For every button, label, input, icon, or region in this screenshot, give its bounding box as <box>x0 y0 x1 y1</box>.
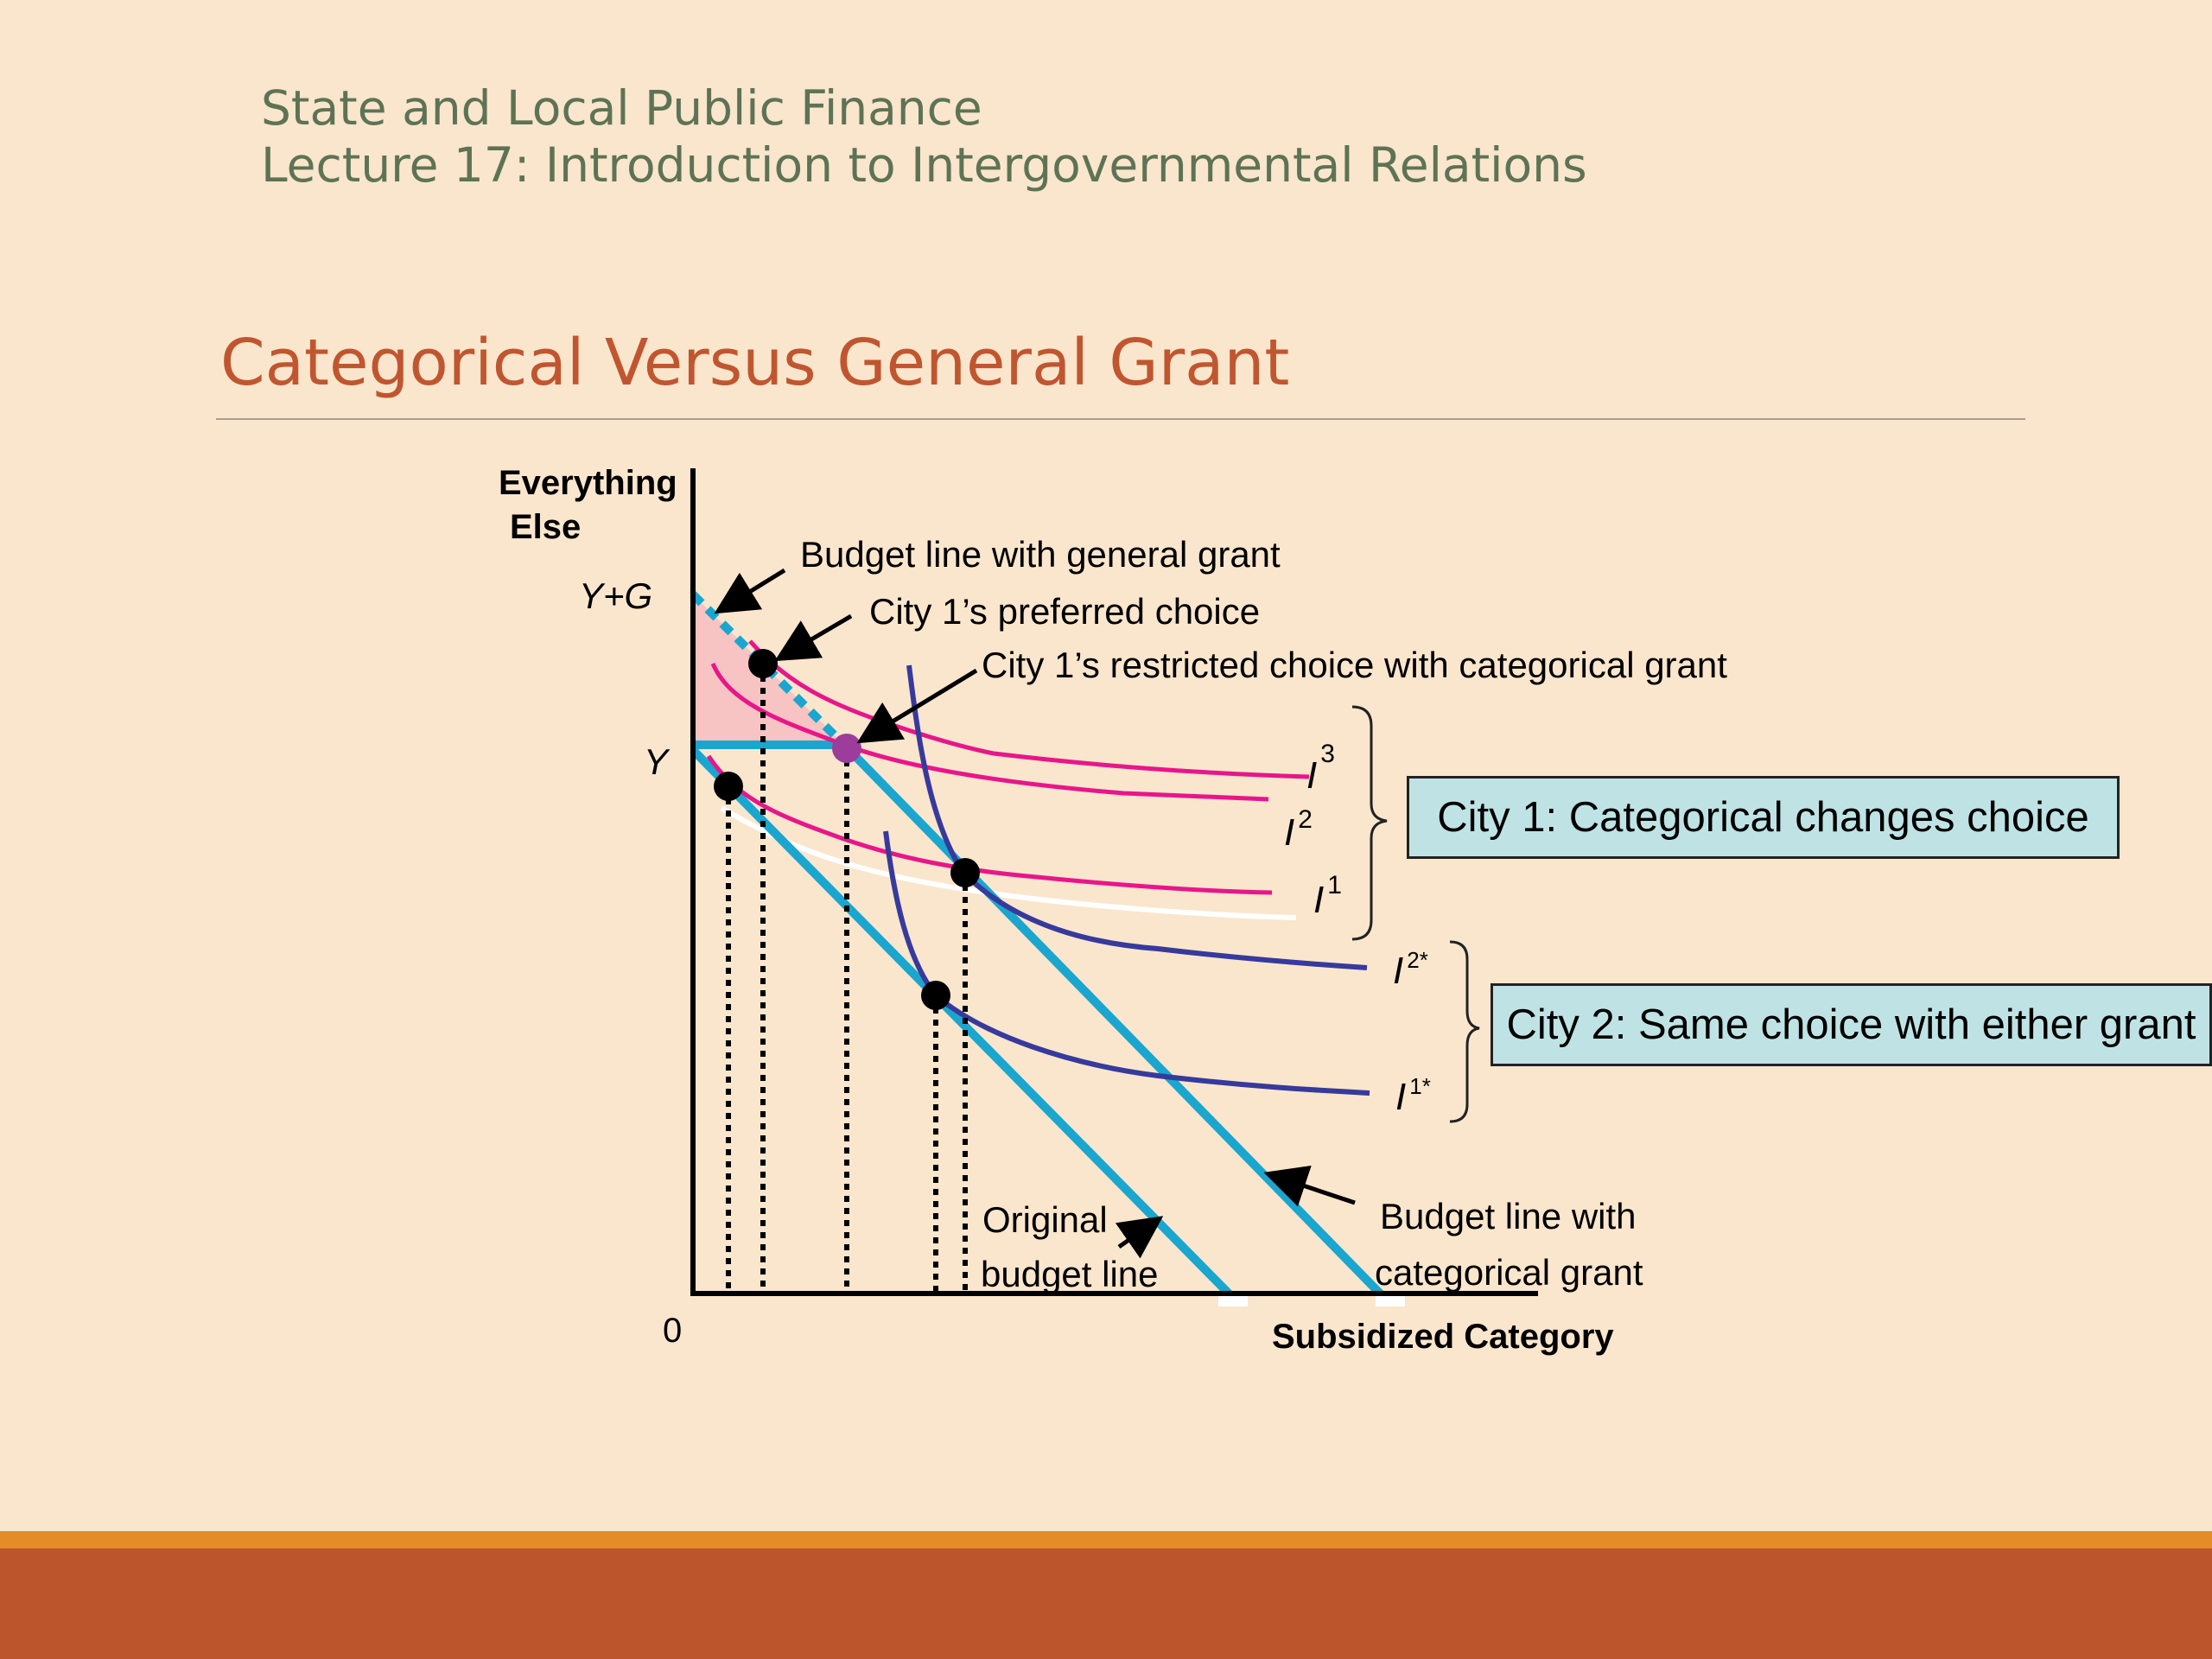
title-divider <box>216 418 2025 420</box>
city2-grant-point <box>950 858 980 887</box>
annotation-original-budget-line1: Original <box>982 1199 1108 1240</box>
city2-brace <box>1449 940 1480 1123</box>
city1-original-point <box>714 772 743 801</box>
course-title: State and Local Public Finance <box>261 80 982 136</box>
annotation-budget-general: Budget line with general grant <box>800 534 1281 575</box>
city2-indifference-curve-i2star <box>906 664 1368 970</box>
lecture-title: Lecture 17: Introduction to Intergovernm… <box>261 137 1587 193</box>
city1-preferred-point <box>748 649 778 678</box>
curve-label-i2star: I 2* <box>1393 947 1428 992</box>
original-budget-line <box>690 747 1235 1300</box>
slide-header: State and Local Public Finance Lecture 1… <box>261 79 1587 194</box>
footer-stripe <box>0 1531 2212 1548</box>
annotation-city1-restricted: City 1’s restricted choice with categori… <box>982 645 1727 685</box>
city1-restricted-point <box>832 734 861 763</box>
x-axis-label: Subsidized Category <box>1272 1318 1614 1356</box>
city2-original-point <box>921 981 950 1010</box>
y-axis-label-line2: Else <box>510 508 581 546</box>
arrow-categorical-budget <box>1263 1165 1356 1207</box>
y-axis-label-line1: Everything <box>499 464 677 502</box>
city2-indifference-curve-i1star <box>883 830 1370 1096</box>
axis-gap-mark <box>1218 1296 1248 1306</box>
tick-label-y: Y <box>644 741 671 782</box>
annotation-original-budget-line2: budget line <box>981 1254 1159 1294</box>
curve-label-i1star: I 1* <box>1395 1073 1431 1118</box>
city2-callout: City 2: Same choice with either grant <box>1491 983 2212 1066</box>
annotation-categorical-budget-line2: categorical grant <box>1375 1252 1643 1293</box>
city1-indifference-curve-i3 <box>748 639 1310 779</box>
city1-brace <box>1351 705 1388 941</box>
tick-label-y-plus-g: Y+G <box>579 575 652 616</box>
annotation-city1-preferred: City 1’s preferred choice <box>869 591 1260 632</box>
arrow-original-budget <box>1115 1216 1164 1259</box>
axis-gap-mark <box>1376 1296 1405 1306</box>
curve-label-i3: I3 <box>1306 740 1335 797</box>
dotted-drop-lines <box>726 664 968 1292</box>
city1-indifference-curve-i2 <box>710 663 1269 802</box>
arrow-city1-restricted <box>856 668 978 744</box>
city1-callout: City 1: Categorical changes choice <box>1407 776 2120 859</box>
annotation-categorical-budget-line1: Budget line with <box>1380 1196 1637 1236</box>
origin-label: 0 <box>663 1312 682 1350</box>
slide-title: Categorical Versus General Grant <box>220 326 1290 400</box>
footer-band <box>0 1548 2212 1659</box>
arrow-city1-preferred <box>774 613 853 662</box>
arrow-budget-general <box>714 568 786 614</box>
